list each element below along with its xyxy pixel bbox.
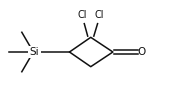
Text: Cl: Cl	[94, 10, 104, 20]
Text: Si: Si	[30, 47, 39, 57]
Text: Cl: Cl	[78, 10, 87, 20]
Text: O: O	[138, 47, 146, 57]
